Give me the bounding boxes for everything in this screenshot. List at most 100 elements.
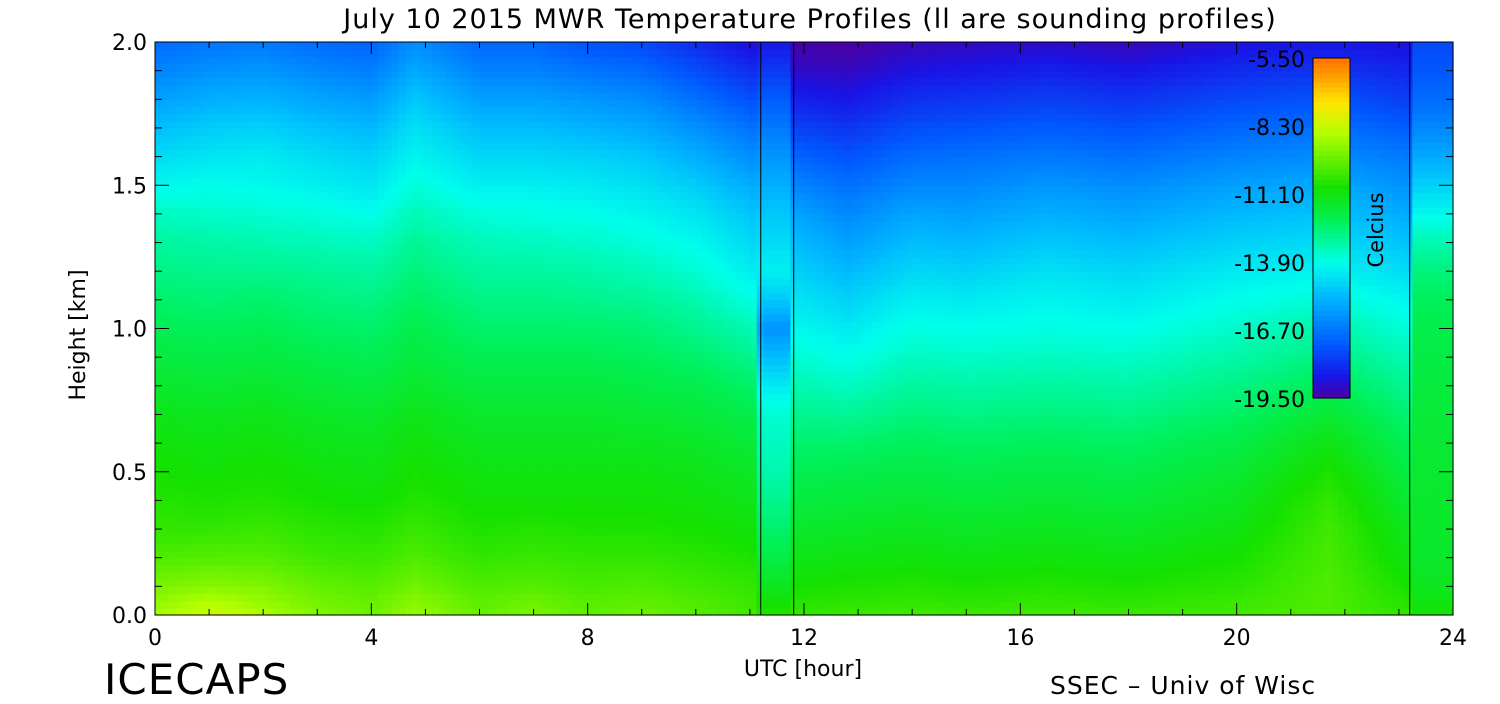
heatmap-cell (432, 407, 440, 416)
heatmap-cell (526, 278, 535, 287)
heatmap-cell (317, 500, 325, 509)
heatmap-cell (249, 478, 258, 487)
heatmap-cell (249, 256, 258, 265)
heatmap-cell (533, 529, 541, 537)
heatmap-cell (520, 328, 528, 337)
heatmap-cell (540, 206, 548, 215)
heatmap-cell (520, 178, 528, 186)
heatmap-cell (236, 321, 244, 330)
heatmap-cell (222, 249, 230, 258)
heatmap-cell (418, 543, 427, 552)
heatmap-cell (188, 156, 197, 165)
heatmap-cell (567, 271, 575, 279)
heatmap-cell (411, 550, 420, 559)
heatmap-cell (486, 299, 494, 308)
heatmap-cell (432, 543, 440, 552)
heatmap-cell (547, 285, 555, 294)
heatmap-cell (391, 464, 399, 473)
heatmap-cell (324, 314, 332, 322)
heatmap-cell (310, 500, 318, 509)
heatmap-cell (398, 299, 406, 308)
heatmap-cell (202, 385, 210, 394)
heatmap-cell (324, 120, 332, 129)
heatmap-cell (263, 536, 271, 544)
heatmap-cell (175, 242, 183, 251)
heatmap-cell (276, 192, 285, 201)
heatmap-cell (520, 271, 528, 279)
heatmap-cell (317, 278, 325, 287)
heatmap-cell (283, 106, 291, 115)
heatmap-cell (222, 106, 230, 115)
heatmap-cell (378, 242, 386, 251)
heatmap-cell (330, 264, 339, 272)
heatmap-cell (276, 321, 285, 330)
heatmap-cell (533, 478, 541, 487)
heatmap-cell (378, 493, 386, 501)
heatmap-cell (432, 264, 440, 272)
heatmap-cell (296, 550, 305, 559)
heatmap-cell (472, 493, 481, 501)
heatmap-cell (560, 77, 568, 86)
heatmap-cell (256, 149, 264, 158)
heatmap-cell (161, 550, 170, 559)
heatmap-cell (296, 142, 305, 151)
heatmap-cell (418, 307, 427, 315)
heatmap-cell (567, 435, 575, 444)
heatmap-cell (445, 142, 454, 151)
heatmap-cell (553, 593, 562, 602)
heatmap-cell (459, 292, 467, 301)
heatmap-cell (493, 493, 501, 501)
heatmap-cell (526, 156, 535, 165)
heatmap-cell (520, 307, 528, 315)
heatmap-cell (303, 113, 312, 122)
heatmap-cell (242, 521, 251, 530)
heatmap-cell (493, 342, 501, 351)
heatmap-cell (533, 400, 541, 408)
heatmap-cell (182, 314, 190, 322)
heatmap-cell (574, 407, 582, 416)
heatmap-cell (236, 579, 244, 587)
heatmap-cell (384, 478, 393, 487)
heatmap-cell (290, 593, 298, 602)
heatmap-cell (182, 49, 190, 57)
heatmap-cell (209, 328, 217, 337)
heatmap-cell (195, 314, 203, 322)
heatmap-cell (479, 113, 487, 122)
heatmap-cell (499, 450, 508, 459)
heatmap-cell (472, 471, 481, 480)
heatmap-cell (330, 457, 339, 466)
heatmap-cell (567, 371, 575, 380)
heatmap-cell (161, 385, 170, 394)
heatmap-cell (493, 450, 501, 459)
heatmap-cell (168, 514, 176, 523)
heatmap-cell (533, 457, 541, 466)
heatmap-cell (256, 192, 264, 201)
heatmap-cell (560, 378, 568, 387)
heatmap-cell (540, 221, 548, 229)
heatmap-cell (560, 221, 568, 229)
heatmap-cell (567, 407, 575, 416)
heatmap-cell (351, 249, 359, 258)
heatmap-cell (215, 127, 224, 136)
heatmap-cell (229, 42, 237, 50)
heatmap-cell (499, 600, 508, 609)
heatmap-cell (242, 321, 251, 330)
heatmap-cell (540, 507, 548, 516)
heatmap-cell (520, 421, 528, 430)
heatmap-cell (533, 500, 541, 509)
heatmap-cell (249, 285, 258, 294)
heatmap-cell (168, 42, 176, 50)
heatmap-cell (465, 249, 474, 258)
heatmap-cell (405, 342, 413, 351)
heatmap-cell (188, 271, 197, 279)
heatmap-cell (202, 564, 210, 573)
heatmap-cell (229, 471, 237, 480)
heatmap-cell (378, 514, 386, 523)
heatmap-cell (526, 307, 535, 315)
heatmap-cell (493, 228, 501, 236)
heatmap-cell (317, 84, 325, 93)
heatmap-cell (276, 349, 285, 358)
heatmap-cell (283, 56, 291, 65)
heatmap-cell (411, 486, 420, 494)
heatmap-cell (438, 56, 447, 65)
